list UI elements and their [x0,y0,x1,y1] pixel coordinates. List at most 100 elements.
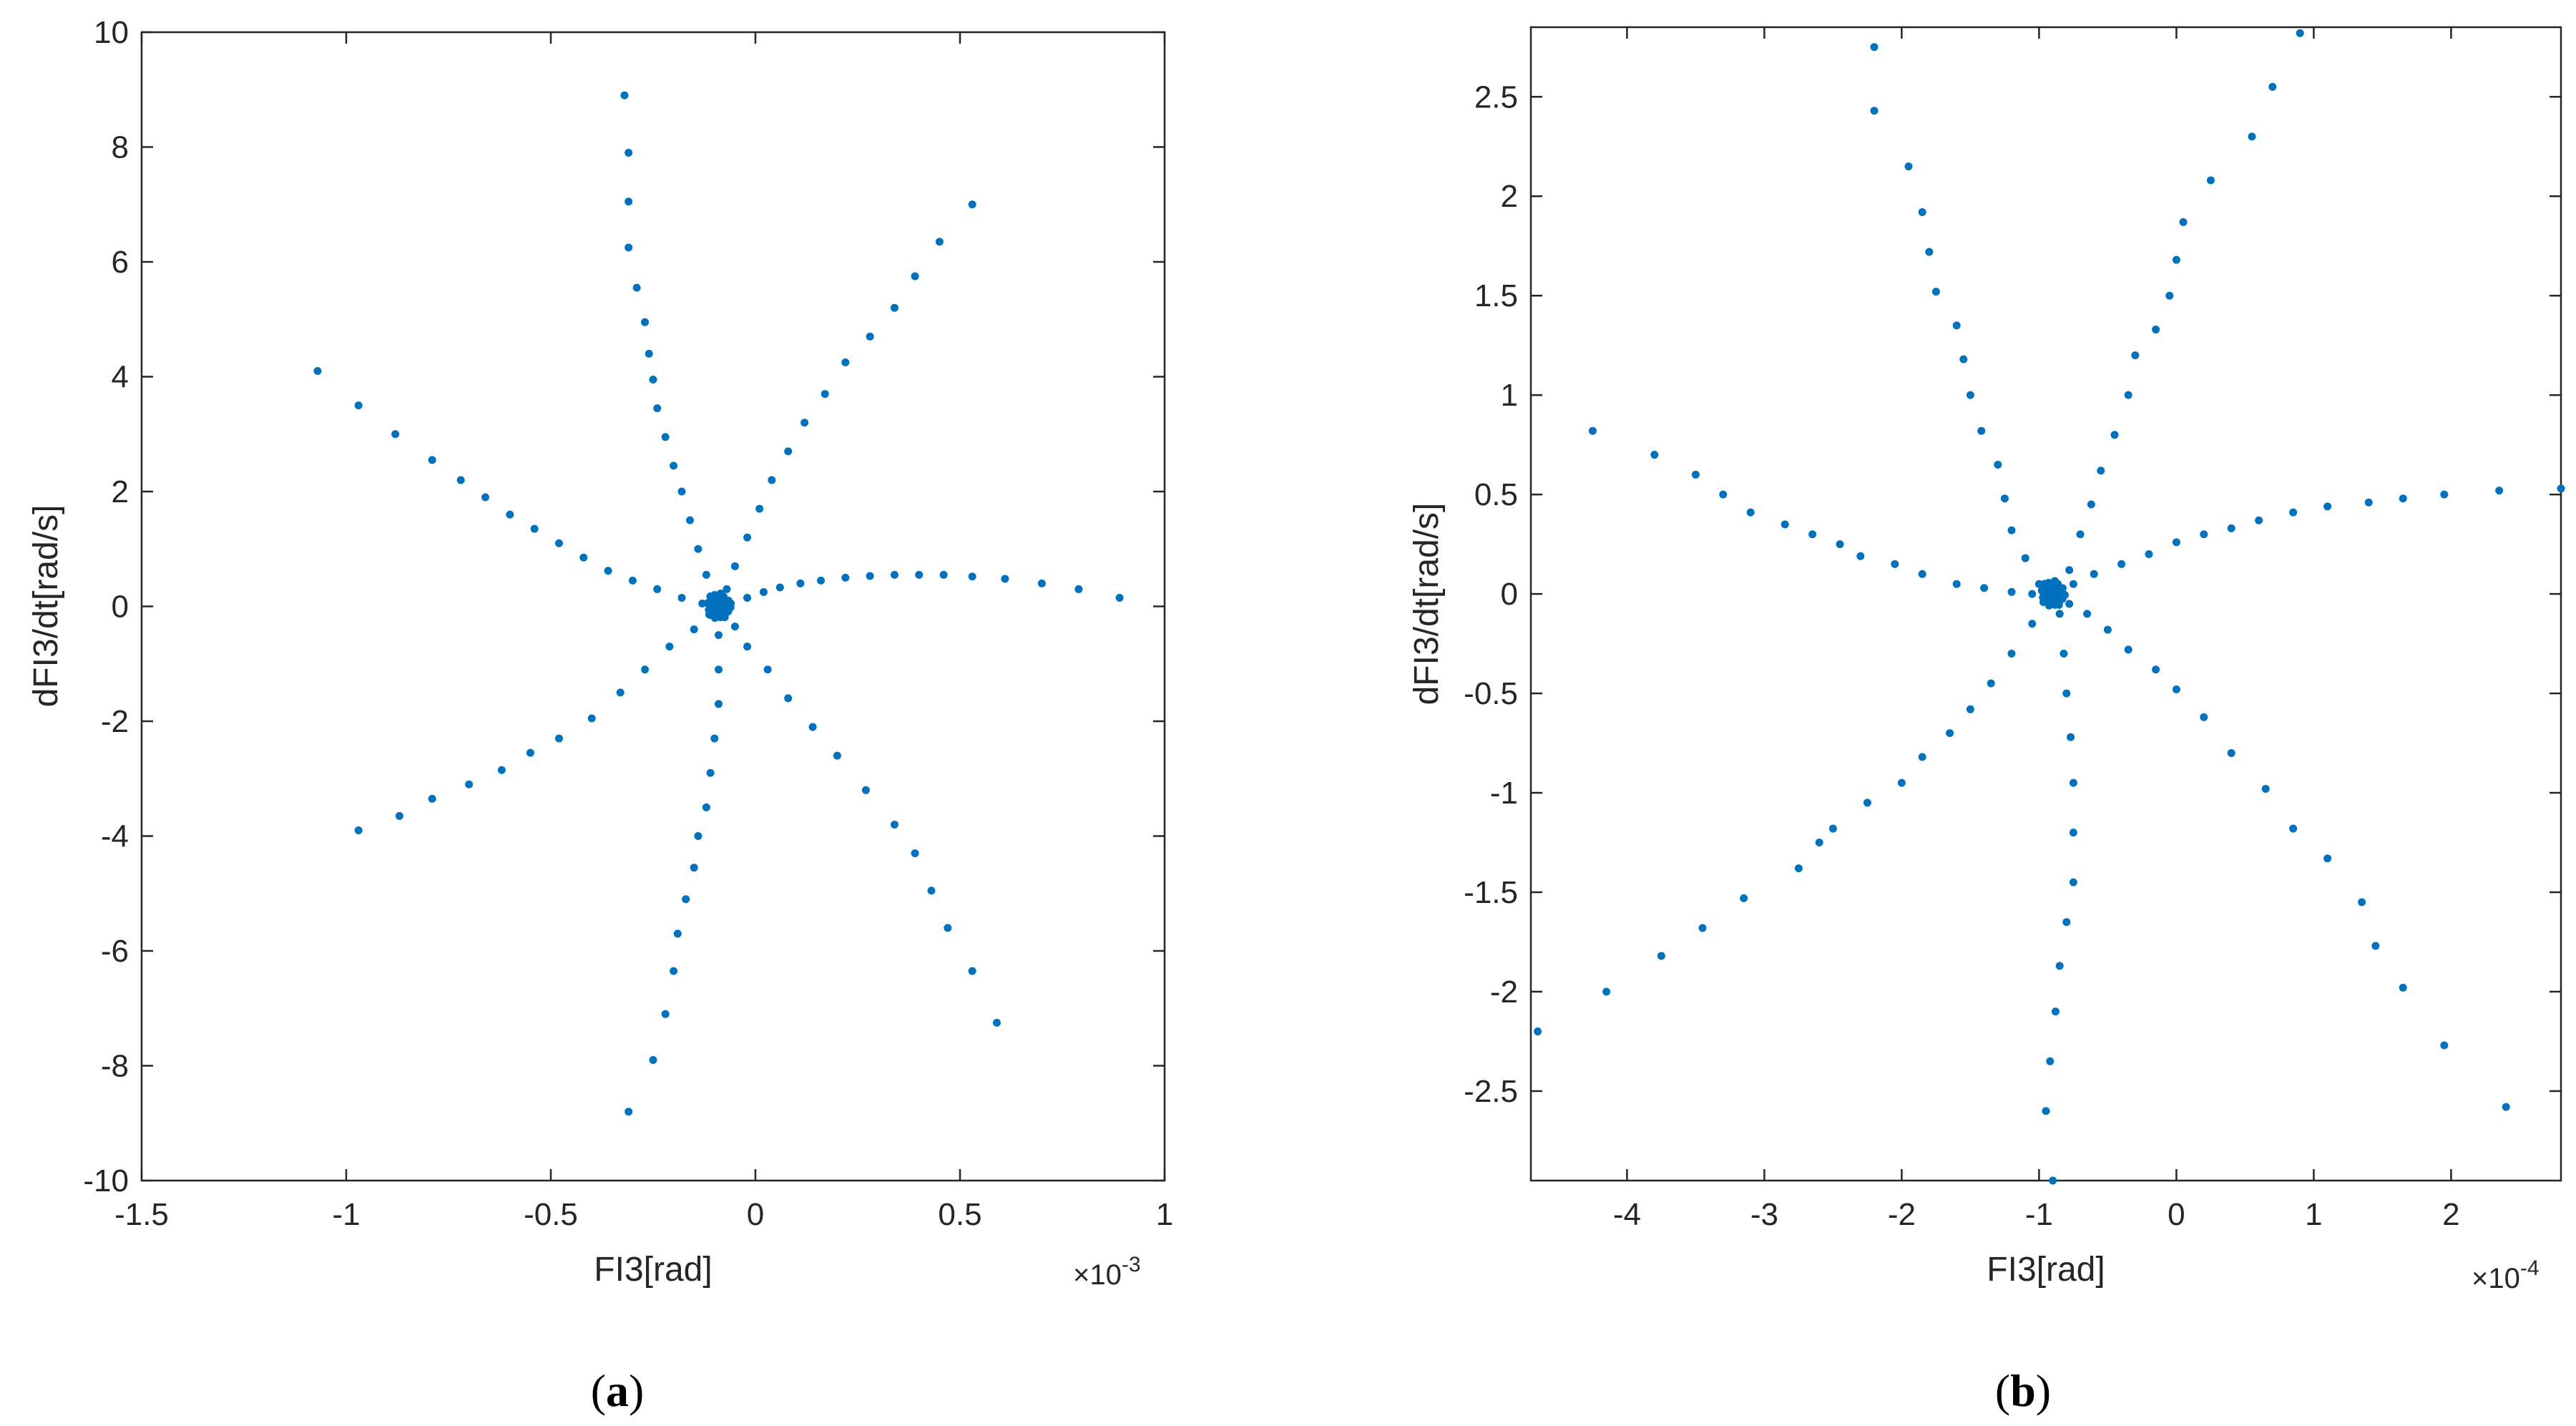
x-tick-label: 0 [2168,1197,2185,1232]
data-point-arm-lower-right [2358,898,2366,907]
y-tick-label: 2 [1501,179,1518,214]
data-point-arm-upper-left [628,576,637,585]
scatter-points [313,91,1124,1116]
data-point-arm-down [2062,918,2071,927]
x-tick-label: -1 [2025,1197,2053,1232]
data-point-arm-down [694,832,702,840]
data-point-arm-right [968,572,976,581]
data-point-center [2058,584,2067,592]
y-tick-label: -2 [101,704,129,739]
data-point-arm-upper-left [481,493,489,502]
data-point-arm-down [2069,878,2077,887]
data-point-arm-right [890,570,898,579]
data-point-arm-down [2067,733,2075,741]
data-point-arm-lower-right [2502,1103,2510,1111]
data-point-arm-lower-right [2261,784,2270,793]
x-exponent-power: -4 [2520,1256,2540,1280]
data-point-center [2037,587,2046,595]
data-point-arm-right [2227,524,2235,532]
data-point-arm-down [2055,610,2064,618]
x-tick-label: 1 [1156,1197,1173,1232]
data-point-arm-lower-left [395,811,403,820]
data-point-arm-up [1994,460,2002,469]
data-point-arm-upper-left [1891,560,1899,568]
data-point-arm-upper-left [554,539,563,547]
y-tick-label: 0.5 [1474,477,1518,512]
data-point-arm-upper-right [2076,530,2085,539]
data-point-center [2044,601,2053,610]
data-point-arm-lower-right [927,887,936,895]
data-point-arm-lower-right [890,820,898,829]
data-point-arm-lower-left [354,826,363,834]
data-point-arm-upper-right [2268,82,2277,91]
data-point-arm-lower-left [2007,649,2016,658]
data-point-arm-upper-left [530,524,539,533]
data-point-arm-lower-left [1828,824,1837,833]
x-tick-label: 0.5 [938,1197,981,1232]
x-tick-label: -2 [1888,1197,1916,1232]
x-exponent-power: -3 [1122,1253,1141,1276]
data-point-arm-lower-left [1966,705,1974,713]
data-point-arm-lower-right [730,622,739,631]
x-tick-label: 1 [2305,1197,2322,1232]
data-point-arm-upper-left [1836,540,1844,549]
data-point-arm-upper-right [821,390,829,399]
data-point-arm-lower-left [1534,1027,1542,1036]
data-point-arm-lower-left [690,625,698,634]
data-point-arm-lower-left [665,643,674,651]
y-tick-label: 0 [112,590,129,625]
data-point-arm-lower-left [497,766,506,774]
x-axis: -4 -3 -2 -1 0 1 2 [1613,27,2460,1232]
x-axis-label: FI3[rad] [1987,1251,2105,1289]
data-point-arm-right [866,572,874,580]
data-point-arm-up [625,197,633,206]
data-point-arm-right [2495,487,2504,495]
x-exponent-base: ×10 [1073,1259,1122,1291]
data-point-arm-upper-right [723,585,731,593]
data-point-arm-upper-right [2165,291,2174,300]
data-point-arm-down [690,864,698,872]
data-point-arm-lower-right [2323,854,2332,863]
data-point-arm-upper-right [841,358,850,366]
x-tick-label: -4 [1613,1197,1641,1232]
scatter-points [1534,29,2565,1185]
data-point-arm-upper-right [2124,391,2132,399]
data-point-arm-up [685,516,694,524]
data-point-arm-lower-right [2172,685,2180,694]
data-point-arm-lower-left [641,665,650,674]
data-point-arm-up [1918,207,1926,216]
panel-letter-a: a [606,1365,629,1416]
data-point-arm-lower-left [616,688,625,697]
data-point-arm-down [706,768,715,777]
data-point-arm-up [1931,288,1940,296]
data-point-arm-upper-right [755,504,764,513]
data-point-arm-upper-left [2007,587,2016,596]
data-point-arm-right [743,593,752,602]
data-point-arm-upper-right [2296,29,2304,37]
y-tick-label: 1.5 [1474,278,1518,313]
data-point-arm-upper-right [2172,255,2180,264]
data-point-arm-right [2255,516,2263,524]
data-point-arm-up [677,487,686,496]
data-point-arm-down [715,631,723,640]
data-point-arm-upper-right [743,533,752,542]
data-point-arm-upper-right [911,272,919,280]
data-point-center [2055,600,2063,609]
data-point-arm-lower-right [784,694,793,703]
data-point-arm-up [661,433,670,441]
data-point-arm-right [2399,494,2407,503]
data-point-arm-upper-right [968,200,976,209]
data-point-arm-upper-left [354,401,363,410]
data-point-center [2040,580,2049,588]
data-point-arm-upper-right [784,447,793,456]
data-point-arm-down [661,1010,670,1018]
data-point-arm-lower-right [2065,600,2074,608]
x-axis-label: FI3[rad] [594,1251,712,1289]
data-point-arm-right [2117,560,2126,568]
data-point-arm-lower-left [465,780,474,788]
data-point-arm-upper-left [313,366,322,375]
data-point-arm-down [2060,649,2068,658]
data-point-center [705,610,713,619]
data-point-arm-down [2042,1107,2050,1115]
